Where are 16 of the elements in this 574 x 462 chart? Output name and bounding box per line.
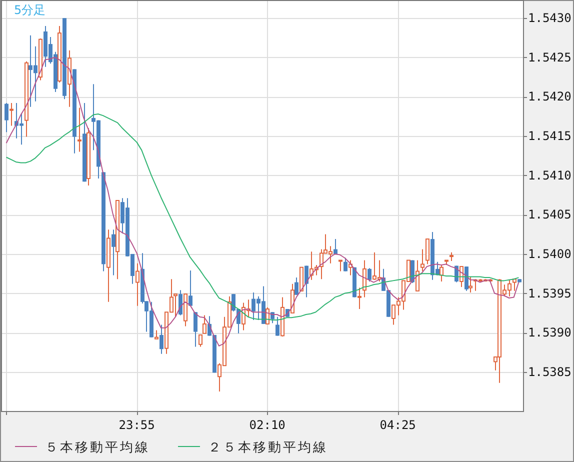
y-tick-label: 1.5395 bbox=[528, 286, 572, 300]
y-tick-label: 1.5410 bbox=[528, 168, 572, 182]
y-tick-label: 1.5390 bbox=[528, 326, 572, 340]
y-tick-label: 1.5425 bbox=[528, 50, 572, 64]
x-tick-label: 02:10 bbox=[249, 418, 286, 432]
legend-label: ５本移動平均線 bbox=[45, 440, 150, 456]
chart-title: 5分足 bbox=[14, 3, 46, 17]
legend-label: ２５本移動平均線 bbox=[208, 440, 328, 456]
x-tick-label: 04:25 bbox=[380, 418, 416, 432]
x-tick-label: 23:55 bbox=[118, 418, 155, 432]
y-tick-label: 1.5405 bbox=[528, 208, 572, 222]
y-tick-label: 1.5400 bbox=[528, 246, 572, 261]
y-tick-label: 1.5415 bbox=[528, 129, 572, 144]
y-tick-label: 1.5385 bbox=[528, 364, 572, 379]
y-tick-label: 1.5430 bbox=[528, 11, 572, 26]
y-tick-label: 1.5420 bbox=[528, 90, 572, 104]
